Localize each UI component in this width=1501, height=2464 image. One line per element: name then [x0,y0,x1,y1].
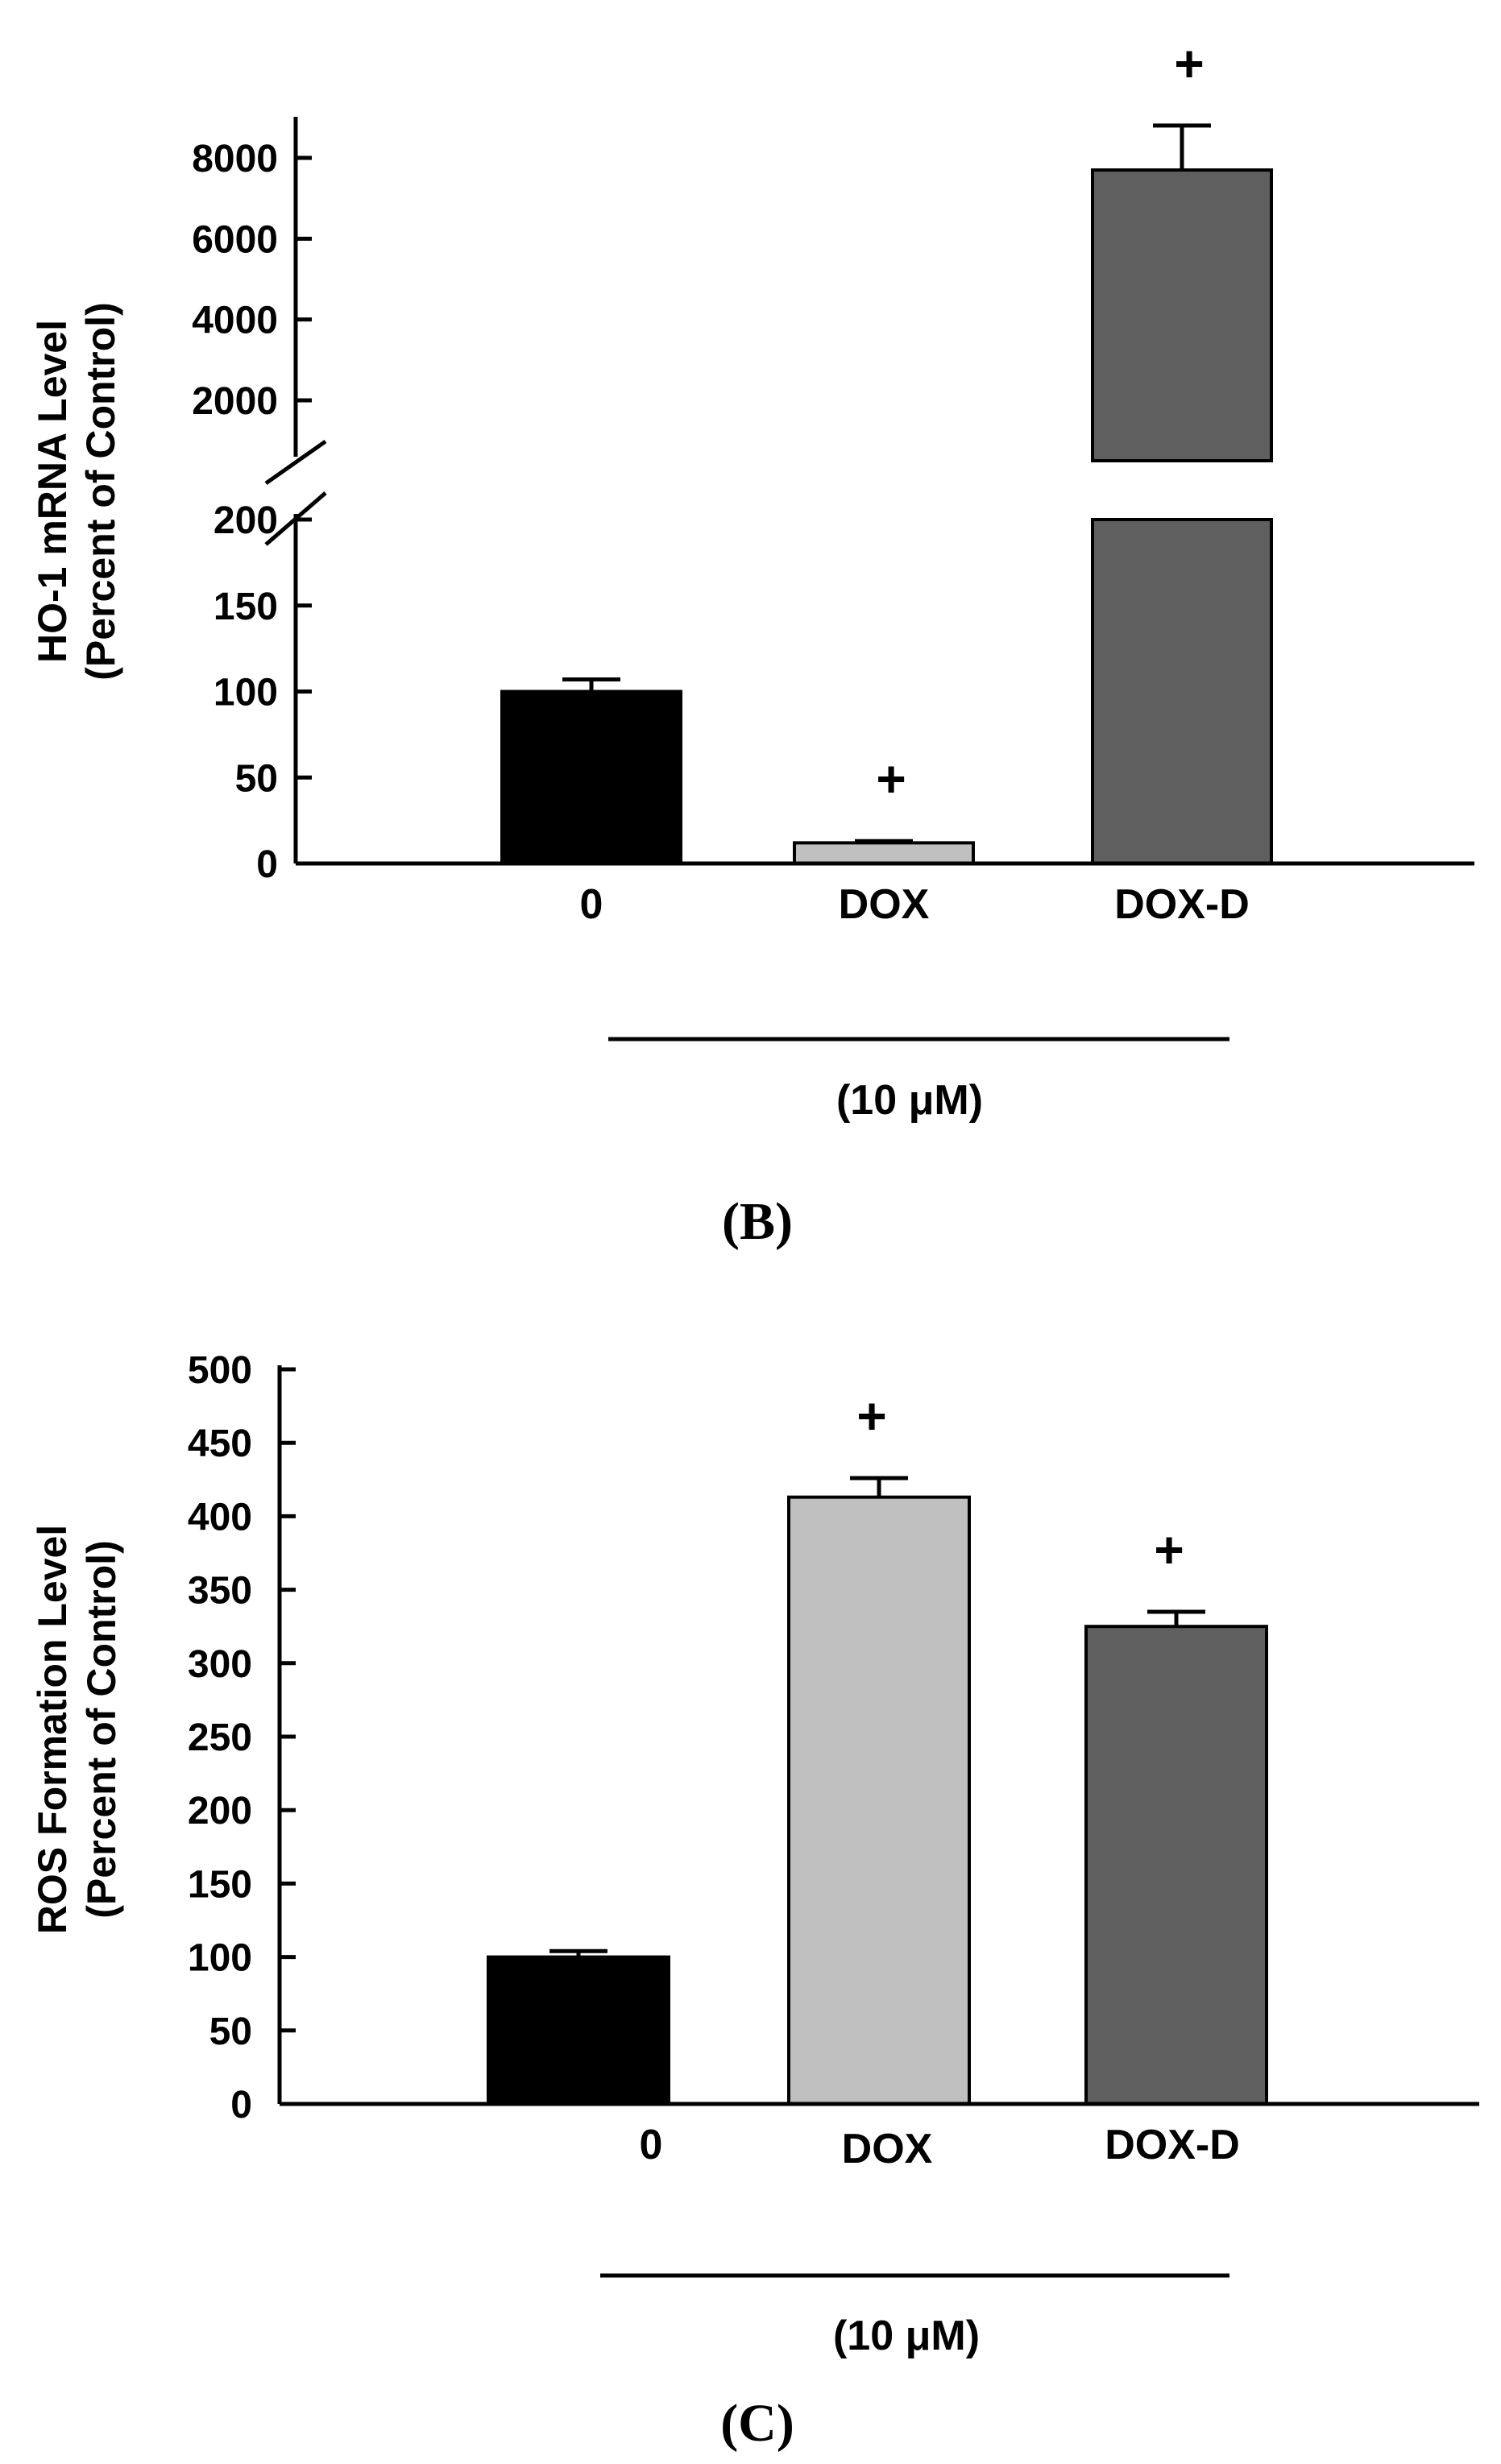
chart-b-y-tick-label: 200 [214,499,278,542]
chart-b-y-tick-label: 4000 [192,300,278,342]
chart-b-axis-break-upper [264,439,327,486]
chart-c-category-label-1: DOX [842,2126,933,2172]
chart-b: HO-1 mRNA Level (Percent of Control) 0 50… [30,35,1474,1251]
chart-b-bars: ++ [500,35,1273,866]
chart-b-y-tick-label: 0 [256,843,278,886]
chart-c-bar-0 [487,1955,670,2106]
chart-c-y-tick-label: 350 [188,1570,252,1613]
chart-b-bar-0 [500,690,682,865]
chart-c-ylabel-line2: (Percent of Control) [79,1540,124,1918]
chart-b-y-tick-label: 100 [214,672,278,714]
chart-b-category-label-2: DOX-D [1114,881,1250,928]
chart-c-y-tick-label: 400 [188,1496,252,1538]
chart-c-panel-label: (C) [720,2394,794,2453]
chart-b-y-tick-label: 6000 [192,218,278,261]
chart-b-bar-2-upper [1091,168,1273,463]
chart-b-ticks: 0 50 100 150 200 2000 4000 6000 8000 [192,138,312,886]
chart-c-significance-1: + [856,1387,886,1445]
chart-c-significance-2: + [1154,1521,1184,1579]
chart-c-y-tick-label: 100 [188,1937,252,1980]
chart-c-category-label-0: 0 [640,2122,663,2168]
chart-b-y-tick-label: 50 [235,757,278,800]
chart-c-y-tick-label: 50 [209,2011,252,2053]
chart-b-bar-1 [793,841,975,866]
chart-b-significance-2: + [1174,35,1204,93]
chart-c-y-tick-label: 300 [188,1643,252,1686]
chart-b-y-tick-label: 150 [214,586,278,628]
chart-b-significance-1: + [876,750,906,808]
chart-c-bars: ++ [487,1387,1268,2106]
chart-b-ylabel-line1: HO-1 mRNA Level [30,320,75,663]
chart-b-y-tick-label: 8000 [192,138,278,180]
chart-b-category-label-0: 0 [580,881,603,928]
chart-c-ylabel-line1: ROS Formation Level [30,1525,75,1934]
chart-c-bar-2 [1084,1625,1268,2106]
chart-c-y-tick-label: 150 [188,1863,252,1906]
chart-b-panel-label: (B) [722,1192,793,1251]
chart-c-ticks: 0 50 100 150 200 250 300 350 400 450 500 [188,1349,296,2126]
chart-c-y-tick-label: 500 [188,1349,252,1392]
chart-b-category-label-1: DOX [839,881,930,928]
chart-c-category-label-2: DOX-D [1105,2122,1240,2168]
chart-c-y-tick-label: 200 [188,1790,252,1832]
chart-b-axis-break-lower [264,491,327,546]
chart-b-y-tick-label: 2000 [192,380,278,423]
chart-c: ROS Formation Level (Percent of Control)… [30,1349,1479,2453]
chart-c-y-tick-label: 450 [188,1422,252,1465]
chart-c-y-tick-label: 250 [188,1717,252,1759]
chart-b-bar-2-lower [1091,518,1273,865]
chart-c-group-label: (10 μM) [833,2313,980,2359]
chart-b-ylabel-line2: (Percent of Control) [78,302,123,680]
chart-b-group-label: (10 μM) [836,1077,983,1124]
chart-c-y-tick-label: 0 [230,2084,252,2126]
chart-c-bar-1 [787,1495,971,2106]
